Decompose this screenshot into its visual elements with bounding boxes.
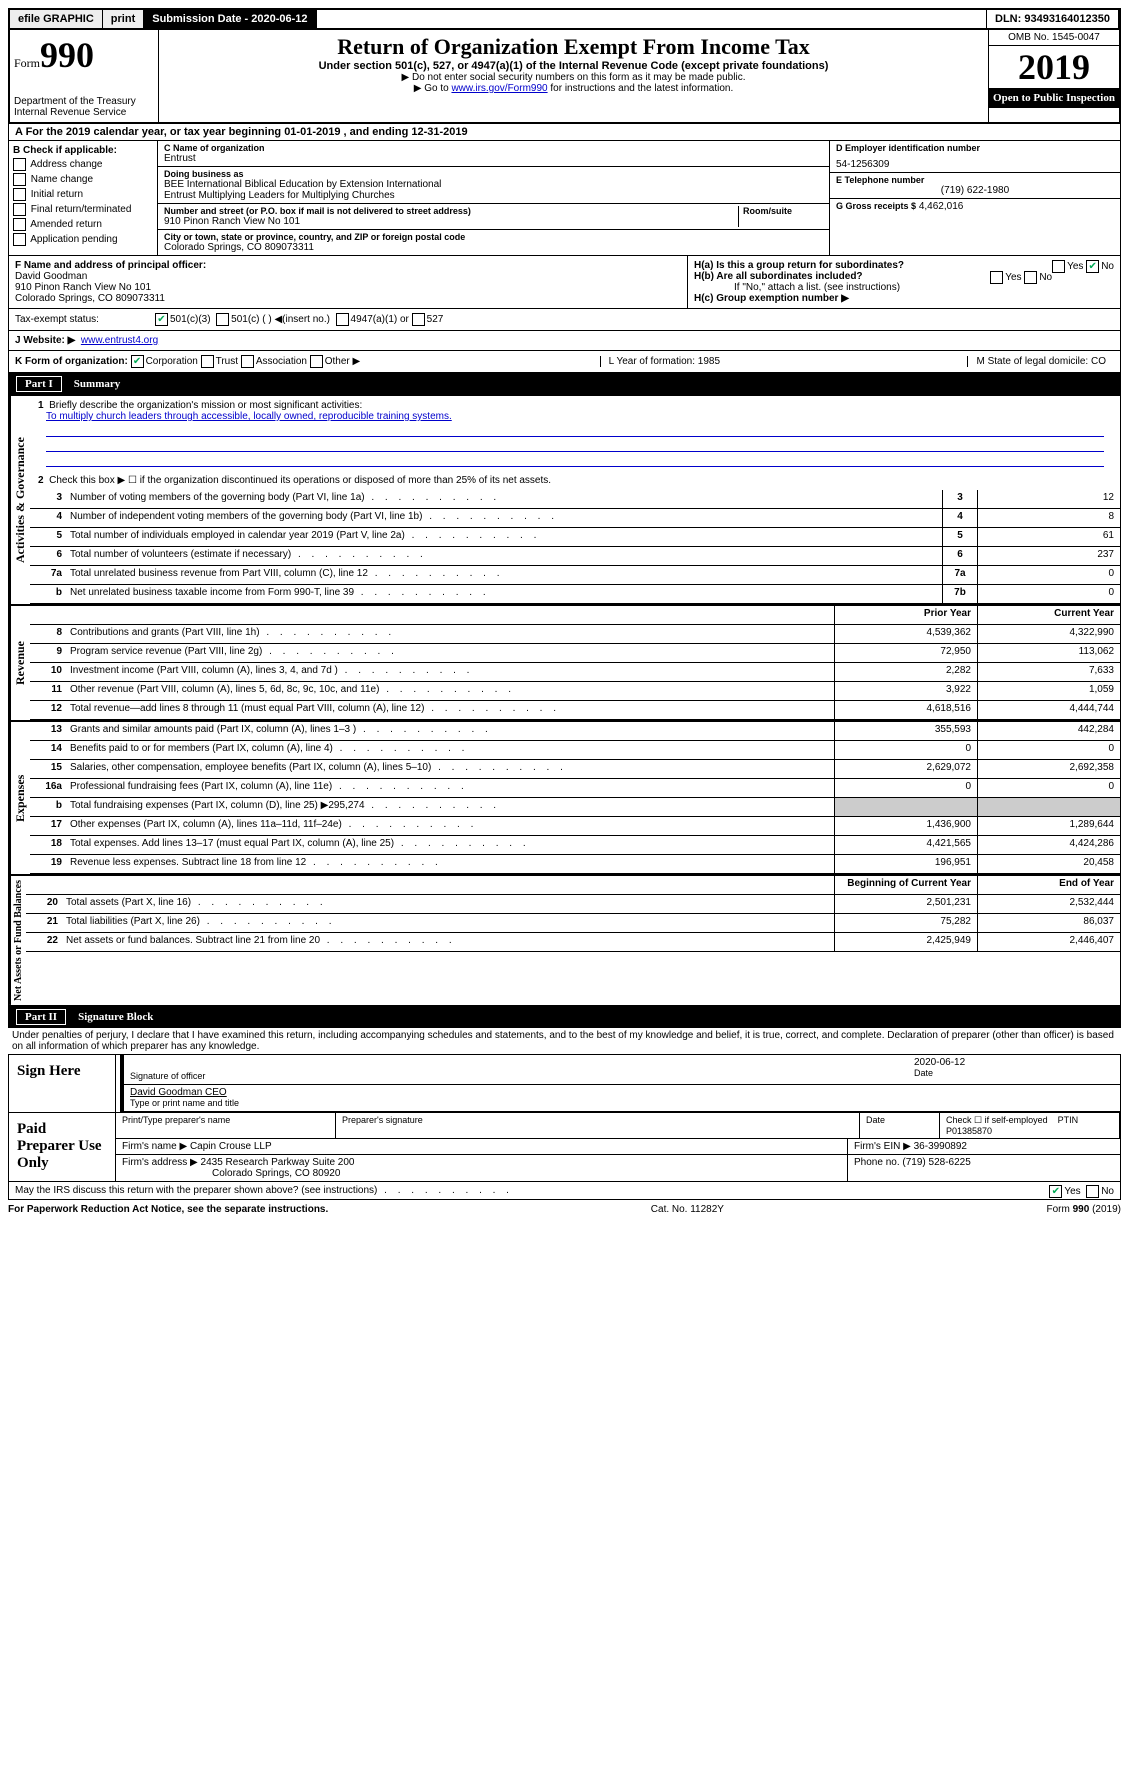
line-13: 13Grants and similar amounts paid (Part … xyxy=(30,722,1120,741)
perjury-statement: Under penalties of perjury, I declare th… xyxy=(8,1028,1121,1054)
open-public-badge: Open to Public Inspection xyxy=(989,88,1119,108)
ptin: P01385870 xyxy=(946,1126,992,1136)
checkbox-application-pending[interactable]: Application pending xyxy=(13,233,153,246)
checkbox-initial-return[interactable]: Initial return xyxy=(13,188,153,201)
note-link: ▶ Go to www.irs.gov/Form990 for instruct… xyxy=(163,83,984,94)
print-button[interactable]: print xyxy=(103,10,144,28)
form-number: Form990 xyxy=(14,34,154,76)
efile-label: efile GRAPHIC xyxy=(10,10,103,28)
h-a: H(a) Is this a group return for subordin… xyxy=(694,260,1114,271)
line-b: bTotal fundraising expenses (Part IX, co… xyxy=(30,798,1120,817)
mission-text: To multiply church leaders through acces… xyxy=(38,411,1112,422)
firm-address: 2435 Research Parkway Suite 200 xyxy=(201,1157,355,1168)
line-22: 22Net assets or fund balances. Subtract … xyxy=(26,933,1120,952)
line-17: 17Other expenses (Part IX, column (A), l… xyxy=(30,817,1120,836)
submission-date: Submission Date - 2020-06-12 xyxy=(144,10,316,28)
irs-link[interactable]: www.irs.gov/Form990 xyxy=(451,83,547,94)
discuss-row: May the IRS discuss this return with the… xyxy=(8,1182,1121,1200)
line-6: 6Total number of volunteers (estimate if… xyxy=(30,547,1120,566)
line-9: 9Program service revenue (Part VIII, lin… xyxy=(30,644,1120,663)
city-state-zip: Colorado Springs, CO 809073311 xyxy=(164,242,823,253)
line-12: 12Total revenue—add lines 8 through 11 (… xyxy=(30,701,1120,720)
vert-expenses: Expenses xyxy=(9,722,30,874)
line-3: 3Number of voting members of the governi… xyxy=(30,490,1120,509)
col-c-org-info: C Name of organization Entrust Doing bus… xyxy=(158,141,829,255)
fgh-row: F Name and address of principal officer:… xyxy=(8,256,1121,309)
form-subtitle: Under section 501(c), 527, or 4947(a)(1)… xyxy=(163,60,984,72)
line-b: bNet unrelated business taxable income f… xyxy=(30,585,1120,604)
line-18: 18Total expenses. Add lines 13–17 (must … xyxy=(30,836,1120,855)
department-label: Department of the Treasury Internal Reve… xyxy=(14,96,154,118)
dln-label: DLN: 93493164012350 xyxy=(986,10,1119,28)
col-d-ein: D Employer identification number 54-1256… xyxy=(829,141,1120,255)
checkbox-final-return-terminated[interactable]: Final return/terminated xyxy=(13,203,153,216)
k-row: K Form of organization: Corporation Trus… xyxy=(8,351,1121,373)
tax-year: 2019 xyxy=(989,46,1119,88)
street-address: 910 Pinon Ranch View No 101 xyxy=(164,216,738,227)
paid-preparer-label: Paid Preparer Use Only xyxy=(9,1113,116,1181)
omb-number: OMB No. 1545-0047 xyxy=(989,30,1119,46)
footer: For Paperwork Reduction Act Notice, see … xyxy=(8,1200,1121,1219)
checkbox-amended-return[interactable]: Amended return xyxy=(13,218,153,231)
year-formation: L Year of formation: 1985 xyxy=(600,356,728,367)
h-c: H(c) Group exemption number ▶ xyxy=(694,293,1114,304)
line-5: 5Total number of individuals employed in… xyxy=(30,528,1120,547)
line-15: 15Salaries, other compensation, employee… xyxy=(30,760,1120,779)
part-i-header: Part I Summary xyxy=(8,373,1121,395)
info-grid: B Check if applicable: Address change Na… xyxy=(8,141,1121,256)
line-7a: 7aTotal unrelated business revenue from … xyxy=(30,566,1120,585)
dba: BEE International Biblical Education by … xyxy=(164,179,823,201)
vert-net-assets: Net Assets or Fund Balances xyxy=(9,876,26,1005)
form-title: Return of Organization Exempt From Incom… xyxy=(163,34,984,60)
vert-governance: Activities & Governance xyxy=(9,396,30,604)
state-domicile: M State of legal domicile: CO xyxy=(967,356,1114,367)
line-11: 11Other revenue (Part VIII, column (A), … xyxy=(30,682,1120,701)
website-link[interactable]: www.entrust4.org xyxy=(81,335,158,346)
sign-here-label: Sign Here xyxy=(9,1055,116,1112)
org-name: Entrust xyxy=(164,153,823,164)
officer-name: David Goodman xyxy=(15,271,681,282)
checkbox-name-change[interactable]: Name change xyxy=(13,173,153,186)
line-19: 19Revenue less expenses. Subtract line 1… xyxy=(30,855,1120,874)
firm-ein: 36-3990892 xyxy=(914,1141,967,1152)
line-8: 8Contributions and grants (Part VIII, li… xyxy=(30,625,1120,644)
gross-receipts: 4,462,016 xyxy=(919,201,964,212)
firm-name: Capin Crouse LLP xyxy=(190,1141,272,1152)
col-b-checkboxes: B Check if applicable: Address change Na… xyxy=(9,141,158,255)
h-b: H(b) Are all subordinates included? Yes … xyxy=(694,271,1114,282)
line-21: 21Total liabilities (Part X, line 26)75,… xyxy=(26,914,1120,933)
line-4: 4Number of independent voting members of… xyxy=(30,509,1120,528)
line-10: 10Investment income (Part VIII, column (… xyxy=(30,663,1120,682)
line-16a: 16aProfessional fundraising fees (Part I… xyxy=(30,779,1120,798)
website-row: J Website: ▶ www.entrust4.org xyxy=(8,331,1121,351)
officer-name-title: David Goodman CEO xyxy=(130,1087,1114,1098)
preparer-phone: (719) 528-6225 xyxy=(902,1157,970,1168)
row-a-tax-year: A For the 2019 calendar year, or tax yea… xyxy=(8,124,1121,141)
vert-revenue: Revenue xyxy=(9,606,30,720)
note-ssn: ▶ Do not enter social security numbers o… xyxy=(163,72,984,83)
line-20: 20Total assets (Part X, line 16)2,501,23… xyxy=(26,895,1120,914)
checkbox-address-change[interactable]: Address change xyxy=(13,158,153,171)
part-ii-header: Part II Signature Block xyxy=(8,1006,1121,1028)
ein: 54-1256309 xyxy=(836,159,1114,170)
tax-exempt-row: Tax-exempt status: 501(c)(3) 501(c) ( ) … xyxy=(8,309,1121,331)
phone: (719) 622-1980 xyxy=(836,185,1114,196)
form-ref: Form 990 (2019) xyxy=(1047,1204,1121,1215)
top-bar: efile GRAPHIC print Submission Date - 20… xyxy=(8,8,1121,30)
line-14: 14Benefits paid to or for members (Part … xyxy=(30,741,1120,760)
form-header: Form990 Department of the Treasury Inter… xyxy=(8,30,1121,124)
